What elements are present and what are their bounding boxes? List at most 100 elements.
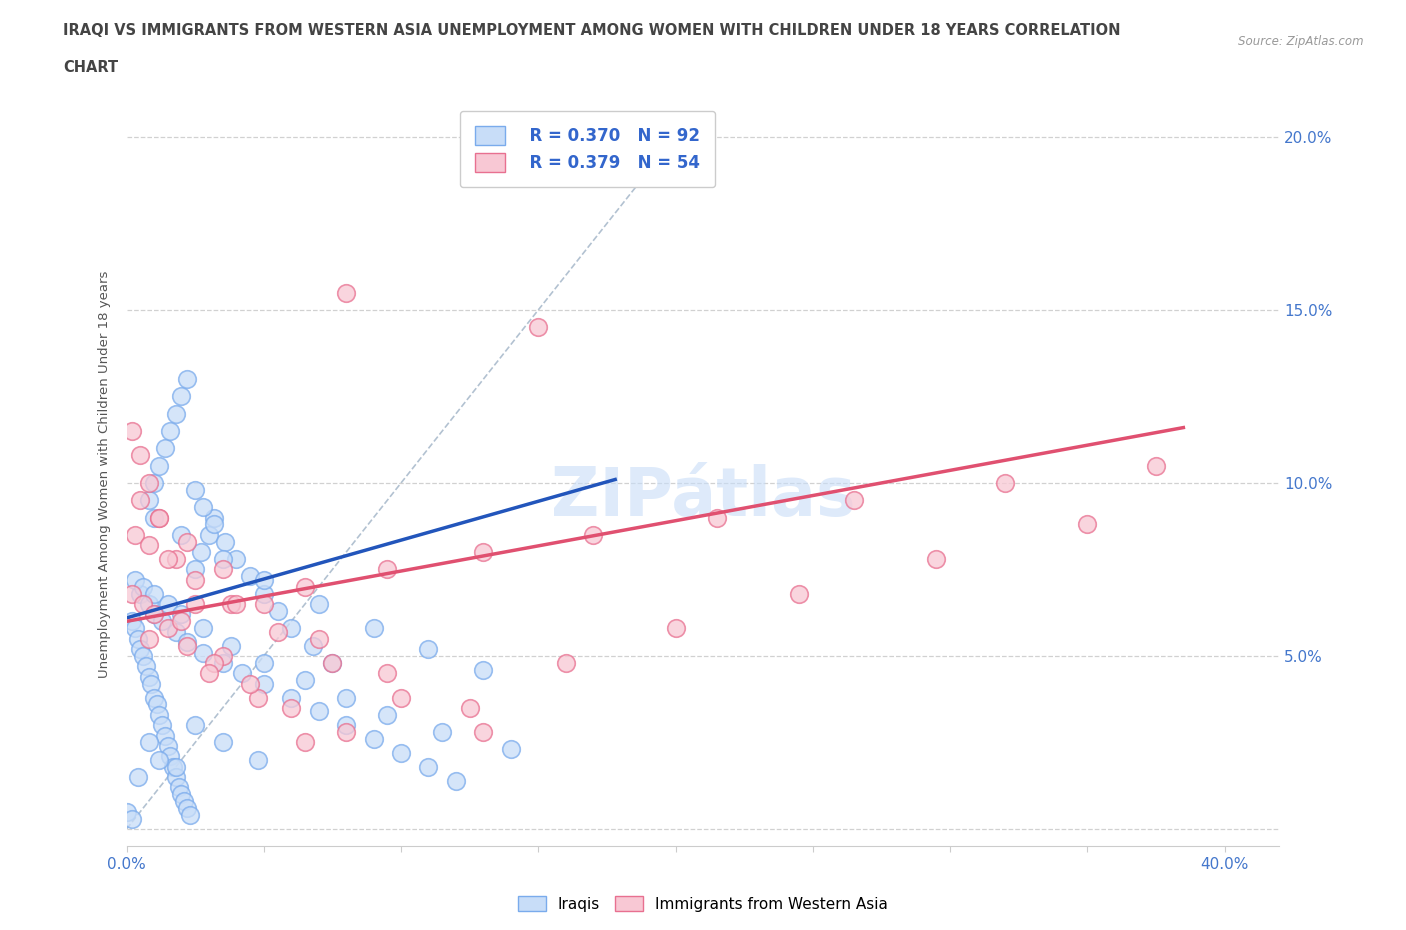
Point — [554, 656, 576, 671]
Point — [176, 535, 198, 550]
Point — [294, 672, 316, 687]
Point — [247, 690, 270, 705]
Point — [472, 545, 495, 560]
Point — [143, 511, 166, 525]
Point — [143, 475, 166, 490]
Point — [124, 621, 146, 636]
Point — [280, 700, 302, 715]
Point — [994, 475, 1017, 490]
Point — [375, 708, 398, 723]
Point — [179, 808, 201, 823]
Point — [308, 631, 330, 646]
Point — [253, 656, 276, 671]
Point — [124, 572, 146, 587]
Point — [432, 724, 454, 739]
Point — [138, 538, 160, 552]
Point — [842, 493, 865, 508]
Point — [176, 634, 198, 649]
Point — [129, 448, 152, 463]
Point — [138, 735, 160, 750]
Point — [239, 676, 262, 691]
Point — [148, 708, 170, 723]
Point — [231, 666, 253, 681]
Point — [219, 638, 242, 653]
Point — [214, 535, 236, 550]
Point — [389, 746, 412, 761]
Point — [211, 735, 233, 750]
Point — [138, 597, 160, 612]
Point — [138, 493, 160, 508]
Point — [219, 597, 242, 612]
Point — [121, 423, 143, 438]
Point — [239, 569, 262, 584]
Point — [115, 804, 138, 819]
Point — [193, 621, 215, 636]
Point — [165, 624, 187, 639]
Point — [294, 735, 316, 750]
Point — [170, 607, 193, 622]
Point — [173, 794, 195, 809]
Point — [363, 621, 385, 636]
Point — [1076, 517, 1098, 532]
Point — [132, 648, 155, 663]
Point — [335, 690, 357, 705]
Point — [499, 742, 522, 757]
Point — [165, 759, 187, 774]
Point — [198, 527, 221, 542]
Point — [162, 759, 184, 774]
Point — [211, 551, 233, 566]
Point — [143, 586, 166, 601]
Point — [375, 666, 398, 681]
Point — [141, 676, 163, 691]
Point — [184, 562, 207, 577]
Point — [211, 648, 233, 663]
Point — [132, 579, 155, 594]
Point — [225, 551, 247, 566]
Point — [132, 597, 155, 612]
Point — [176, 638, 198, 653]
Point — [156, 551, 179, 566]
Point — [148, 458, 170, 473]
Point — [321, 656, 343, 671]
Point — [321, 656, 343, 671]
Point — [253, 586, 276, 601]
Point — [148, 511, 170, 525]
Point — [302, 638, 325, 653]
Point — [190, 545, 212, 560]
Point — [787, 586, 810, 601]
Point — [127, 770, 149, 785]
Point — [156, 738, 179, 753]
Point — [418, 642, 440, 657]
Point — [582, 527, 605, 542]
Point — [418, 759, 440, 774]
Point — [184, 483, 207, 498]
Point — [170, 527, 193, 542]
Point — [389, 690, 412, 705]
Point — [156, 621, 179, 636]
Point — [253, 676, 276, 691]
Point — [193, 645, 215, 660]
Point — [143, 607, 166, 622]
Point — [280, 621, 302, 636]
Point — [266, 604, 288, 618]
Point — [170, 787, 193, 802]
Point — [121, 586, 143, 601]
Point — [202, 656, 225, 671]
Point — [176, 372, 198, 387]
Point — [148, 752, 170, 767]
Point — [145, 697, 167, 711]
Point — [253, 572, 276, 587]
Point — [138, 670, 160, 684]
Point — [527, 320, 550, 335]
Point — [363, 732, 385, 747]
Point — [925, 551, 948, 566]
Point — [444, 773, 467, 788]
Point — [193, 499, 215, 514]
Point — [138, 475, 160, 490]
Point — [335, 718, 357, 733]
Point — [143, 690, 166, 705]
Point — [280, 690, 302, 705]
Point — [148, 511, 170, 525]
Point — [375, 562, 398, 577]
Point — [170, 614, 193, 629]
